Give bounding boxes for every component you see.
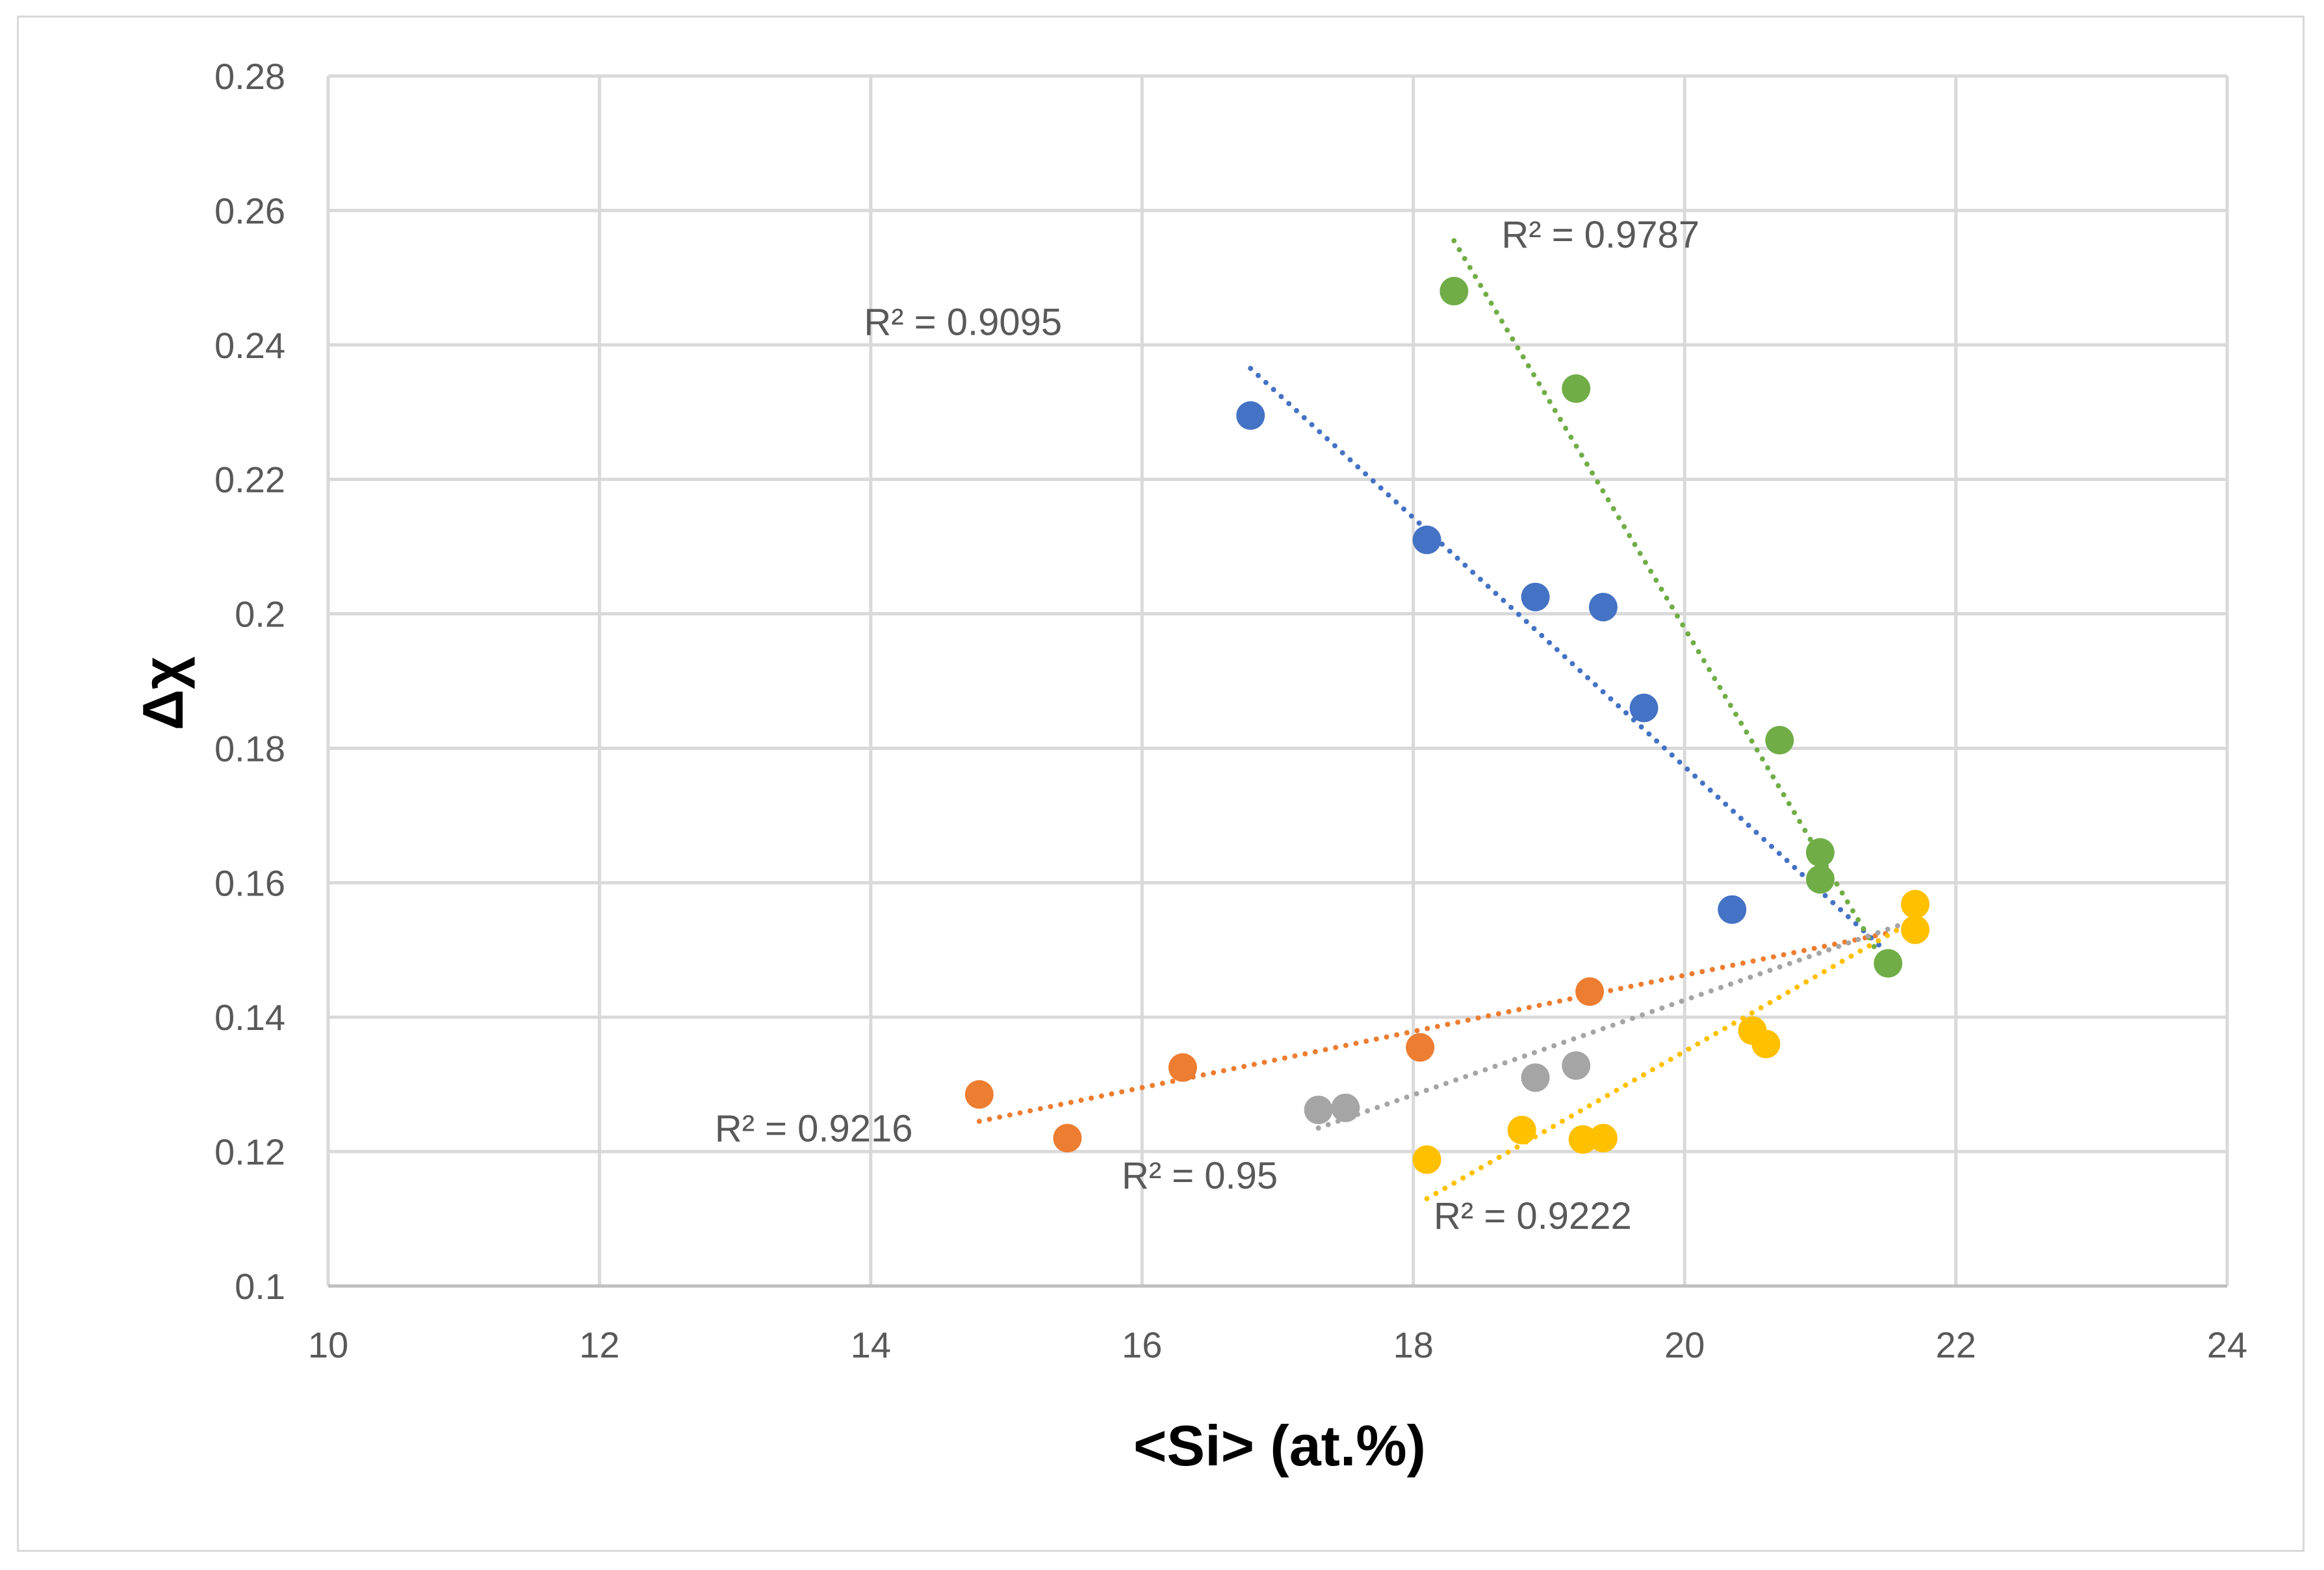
r-squared-label-blue: R² = 0.9095 — [864, 301, 1062, 343]
x-tick-label: 16 — [1122, 1324, 1162, 1365]
x-tick-label: 20 — [1664, 1324, 1705, 1365]
x-tick-label: 14 — [851, 1324, 891, 1365]
data-point-orange — [964, 1080, 994, 1109]
y-tick-label: 0.12 — [214, 1131, 285, 1172]
x-tick-label: 22 — [1935, 1324, 1976, 1365]
y-tick-label: 0.2 — [235, 594, 285, 635]
y-tick-label: 0.1 — [235, 1266, 285, 1307]
r-squared-label-gray: R² = 0.95 — [1122, 1155, 1278, 1197]
chart-frame: 10 12 14 16 18 20 22 24 0.1 0.12 0.14 0.16 0.18 0.2 0.… — [17, 16, 2305, 1552]
data-point-blue — [1412, 525, 1441, 554]
data-point-blue — [1521, 582, 1550, 611]
data-point-yellow — [1751, 1029, 1781, 1059]
data-point-yellow — [1568, 1125, 1597, 1154]
trendline-gray — [1315, 917, 1918, 1131]
data-point-orange — [1053, 1124, 1082, 1153]
trendline-yellow — [1424, 917, 1918, 1202]
labels: 10 12 14 16 18 20 22 24 0.1 0.12 0.14 0.16 0.18 0.2 0.… — [214, 56, 2247, 1365]
y-tick-label: 0.16 — [214, 862, 285, 903]
data-point-orange — [1406, 1033, 1435, 1062]
y-axis-title: Δχ — [131, 656, 195, 730]
trendline-blue — [1248, 365, 1891, 956]
data-point-green — [1440, 277, 1469, 306]
y-tick-label: 0.22 — [214, 459, 285, 500]
x-tick-label: 12 — [579, 1324, 619, 1365]
trendline-orange — [976, 930, 1891, 1124]
data-point-green — [1765, 726, 1794, 755]
data-point-yellow — [1507, 1116, 1536, 1145]
y-tick-label: 0.24 — [214, 325, 285, 366]
data-point-blue — [1588, 593, 1618, 622]
data-point-green — [1874, 949, 1903, 978]
x-tick-label: 18 — [1393, 1324, 1434, 1365]
data-point-yellow — [1412, 1145, 1441, 1174]
r-squared-label-green: R² = 0.9787 — [1501, 214, 1699, 256]
x-tick-label: 24 — [2207, 1324, 2247, 1365]
data-point-orange — [1575, 977, 1605, 1006]
x-axis-title: <Si> (at.%) — [1133, 1413, 1426, 1478]
scatter-chart: 10 12 14 16 18 20 22 24 0.1 0.12 0.14 0.16 0.18 0.2 0.… — [131, 56, 2247, 1478]
data-point-gray — [1521, 1063, 1550, 1092]
x-tick-label: 10 — [308, 1324, 348, 1365]
data-point-gray — [1562, 1051, 1591, 1080]
data-point-gray — [1331, 1093, 1360, 1122]
data-point-orange — [1168, 1053, 1197, 1082]
r-squared-label-yellow: R² = 0.9222 — [1434, 1195, 1632, 1237]
data-point-yellow — [1588, 1124, 1618, 1153]
y-tick-label: 0.28 — [214, 56, 285, 97]
data-point-green — [1805, 865, 1835, 894]
data-point-green — [1805, 838, 1835, 867]
r-squared-label-orange: R² = 0.9216 — [715, 1108, 913, 1150]
data-point-yellow — [1900, 890, 1930, 919]
y-tick-label: 0.18 — [214, 728, 285, 769]
data-point-blue — [1718, 895, 1747, 924]
data-point-green — [1562, 374, 1591, 404]
data-point-yellow — [1900, 915, 1930, 944]
data-point-blue — [1629, 693, 1659, 723]
data-point-gray — [1304, 1095, 1333, 1124]
grid-lines — [326, 74, 2229, 1286]
data-points — [964, 277, 1930, 1174]
y-tick-label: 0.26 — [214, 190, 285, 231]
y-tick-label: 0.14 — [214, 997, 285, 1038]
data-point-blue — [1236, 401, 1265, 430]
